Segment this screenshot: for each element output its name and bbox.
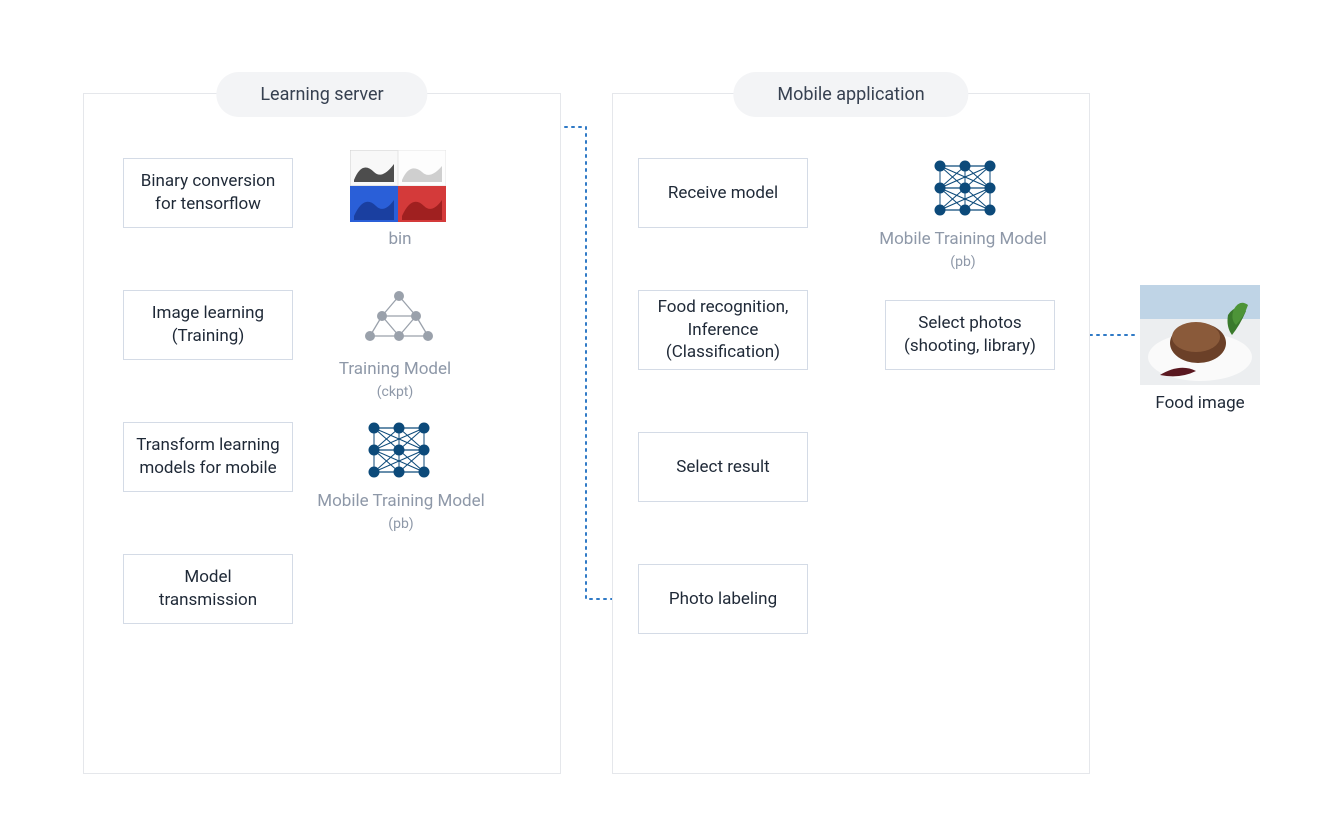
caption-pb-right: Mobile Training Model (pb) <box>868 228 1058 272</box>
neural-net-dark-right-icon <box>930 158 1000 218</box>
caption-sub: (ckpt) <box>377 384 414 400</box>
neural-net-dark-left-icon <box>364 420 434 480</box>
caption-text: Mobile Training Model <box>317 491 485 511</box>
node-model-transmission: Model transmission <box>123 554 293 624</box>
caption-text: Mobile Training Model <box>879 229 1047 249</box>
caption-sub: (pb) <box>388 516 413 532</box>
node-label: Binary conversion for tensorflow <box>134 170 282 216</box>
node-label: Select photos (shooting, library) <box>896 312 1044 358</box>
caption-ckpt: Training Model (ckpt) <box>320 358 470 402</box>
node-receive-model: Receive model <box>638 158 808 228</box>
node-food-recognition: Food recognition, Inference (Classificat… <box>638 290 808 370</box>
node-image-learning: Image learning (Training) <box>123 290 293 360</box>
node-photo-labeling: Photo labeling <box>638 564 808 634</box>
node-label: Model transmission <box>134 566 282 612</box>
panel-title-right: Mobile application <box>733 72 968 117</box>
bin-image-icon <box>350 150 446 222</box>
node-label: Transform learning models for mobile <box>134 434 282 480</box>
node-label: Image learning (Training) <box>134 302 282 348</box>
neural-net-gray-icon <box>364 290 434 350</box>
node-binary-conversion: Binary conversion for tensorflow <box>123 158 293 228</box>
node-label: Photo labeling <box>669 588 777 611</box>
node-select-result: Select result <box>638 432 808 502</box>
node-label: Food recognition, Inference (Classificat… <box>649 296 797 365</box>
panel-title-left: Learning server <box>216 72 427 117</box>
caption-text: bin <box>388 229 411 249</box>
caption-sub: (pb) <box>950 254 975 270</box>
node-label: Receive model <box>668 182 778 205</box>
node-transform-models: Transform learning models for mobile <box>123 422 293 492</box>
food-image-icon <box>1140 285 1260 385</box>
node-label: Select result <box>676 456 769 479</box>
caption-bin: bin <box>340 228 460 250</box>
caption-text: Food image <box>1155 393 1244 413</box>
node-select-photos: Select photos (shooting, library) <box>885 300 1055 370</box>
caption-food-image: Food image <box>1130 392 1270 414</box>
caption-text: Training Model <box>339 359 451 379</box>
caption-pb-left: Mobile Training Model (pb) <box>306 490 496 534</box>
